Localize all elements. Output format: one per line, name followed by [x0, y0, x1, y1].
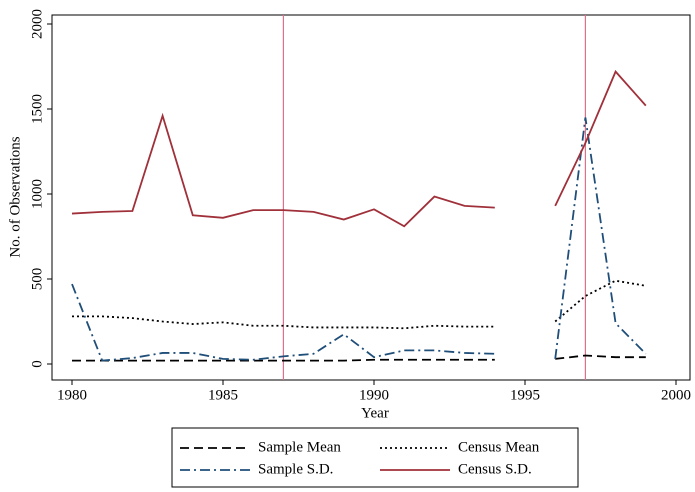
y-axis-label: No. of Observations — [7, 136, 23, 257]
y-tick-label: 2000 — [29, 9, 45, 39]
legend-label: Census S.D. — [458, 461, 532, 477]
x-tick-label: 1985 — [208, 387, 238, 403]
legend-label: Sample Mean — [258, 439, 341, 455]
series-line — [72, 279, 646, 330]
series-line — [72, 354, 646, 362]
series-line — [71, 117, 647, 362]
x-tick-label: 1990 — [359, 387, 389, 403]
x-tick-label: 1980 — [57, 387, 87, 403]
legend-label: Census Mean — [458, 439, 540, 455]
series-line — [71, 69, 647, 228]
y-tick-label: 1500 — [29, 94, 45, 124]
x-axis-label: Year — [361, 405, 389, 421]
legend-label: Sample S.D. — [258, 461, 333, 477]
y-tick-label: 1000 — [29, 179, 45, 209]
legend-box — [171, 427, 579, 488]
x-tick-label: 2000 — [661, 387, 691, 403]
plot-frame — [51, 14, 691, 381]
y-tick-label: 0 — [29, 360, 45, 368]
x-tick-label: 1995 — [510, 387, 540, 403]
y-tick-label: 500 — [29, 268, 45, 291]
